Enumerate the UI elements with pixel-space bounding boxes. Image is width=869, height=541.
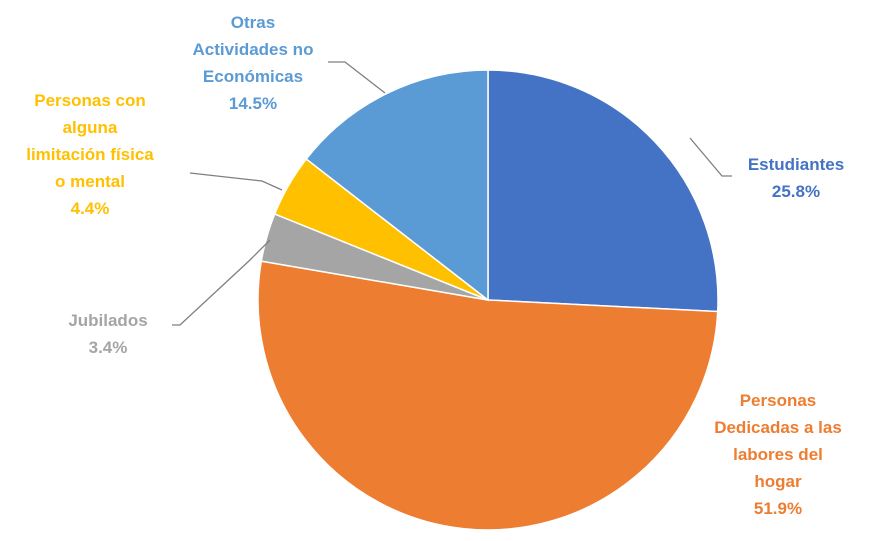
slice-value-label: 3.4% [89, 338, 128, 357]
slice-label-4: Otras Actividades no Económicas 14.5% [193, 13, 314, 113]
slice-label-1: Personas Dedicadas a las labores del hogar 5… [714, 391, 842, 518]
slice-category-label: Estudiantes [748, 155, 844, 174]
leader-line-2 [172, 239, 271, 326]
slice-value-label: 25.8% [772, 182, 820, 201]
slice-category-label: Económicas [203, 67, 303, 86]
leader-line-4 [328, 61, 386, 94]
slice-category-label: limitación física [26, 145, 154, 164]
slice-label-2: Jubilados 3.4% [68, 311, 147, 357]
pie-slice-0 [487, 69, 719, 313]
slice-category-label: Actividades no [193, 40, 314, 59]
slice-category-label: alguna [63, 118, 118, 137]
slice-label-3: Personas con alguna limitación física o men… [26, 91, 154, 218]
slice-label-0: Estudiantes 25.8% [748, 155, 844, 201]
slice-category-label: o mental [55, 172, 125, 191]
leader-line-0 [689, 137, 732, 177]
slice-value-label: 51.9% [754, 499, 802, 518]
slice-category-label: Personas [740, 391, 817, 410]
pie-slice-4 [305, 69, 489, 302]
slice-value-label: 4.4% [71, 199, 110, 218]
slice-category-label: Personas con [34, 91, 146, 110]
slice-category-label: hogar [754, 472, 802, 491]
pie-slice-1 [257, 260, 719, 531]
slice-category-label: Dedicadas a las [714, 418, 842, 437]
slice-value-label: 14.5% [229, 94, 277, 113]
slice-category-label: Otras [231, 13, 275, 32]
leader-line-3 [189, 172, 283, 191]
slice-category-label: Jubilados [68, 311, 147, 330]
slice-category-label: labores del [733, 445, 823, 464]
